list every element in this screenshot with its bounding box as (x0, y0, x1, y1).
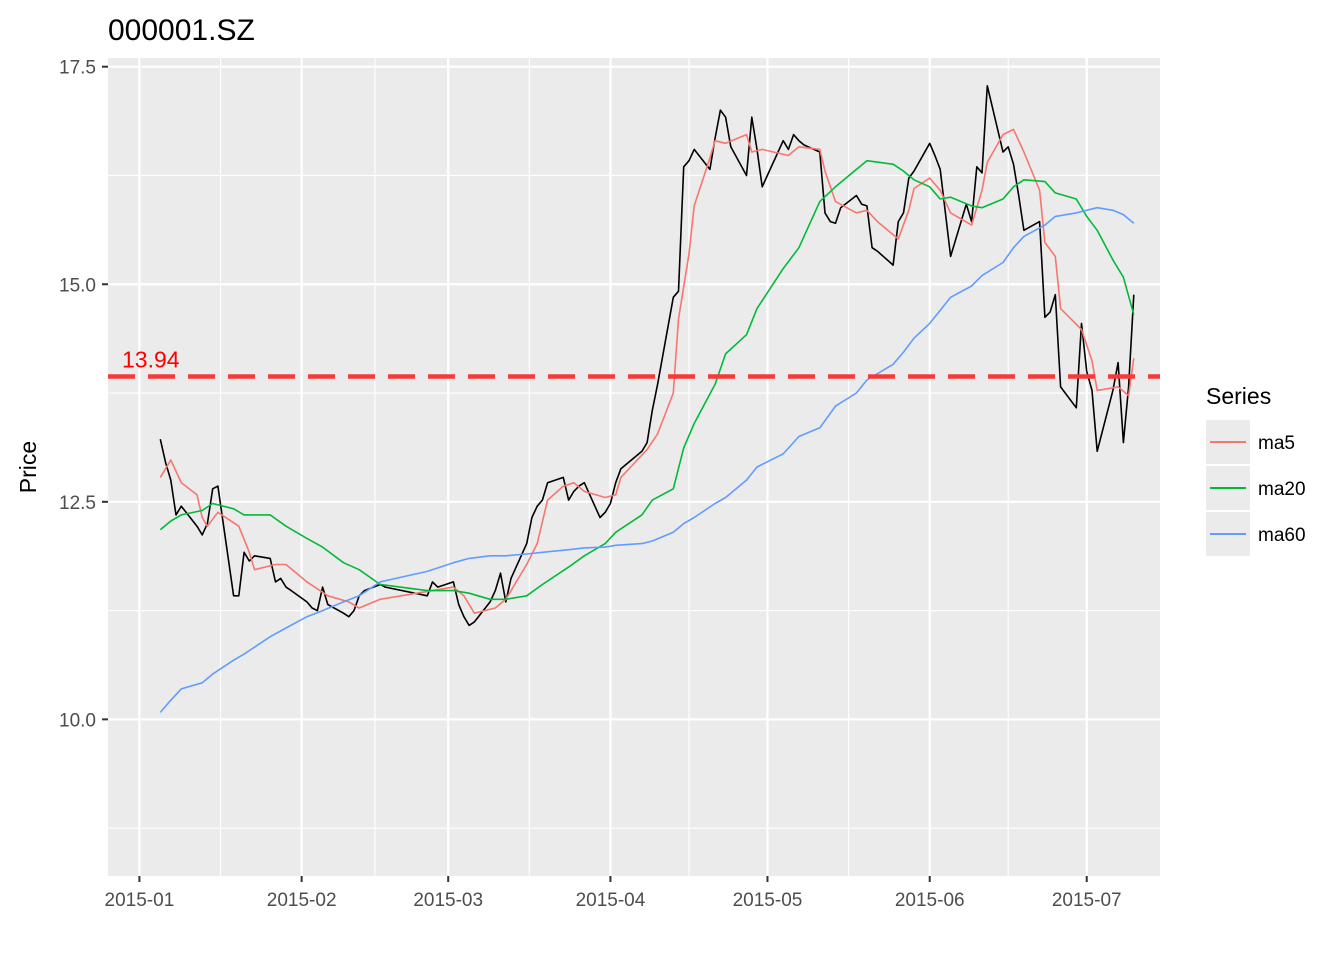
threshold-line-layer: 13.94 (108, 346, 1160, 379)
y-tick-label: 15.0 (59, 275, 96, 296)
x-tick-label: 2015-04 (576, 890, 646, 911)
legend-label-ma5: ma5 (1258, 433, 1295, 454)
series-line-ma20 (159, 159, 1135, 601)
x-tick-label: 2015-02 (267, 890, 337, 911)
x-axis: 2015-01 2015-02 2015-03 2015-04 2015-05 2015-… (105, 876, 1122, 911)
plot-panel (108, 58, 1160, 876)
legend-label-ma60: ma60 (1258, 525, 1306, 546)
grid-minor (108, 58, 1160, 876)
series-line-price (159, 85, 1135, 627)
x-tick-label: 2015-07 (1052, 890, 1122, 911)
x-tick-label: 2015-06 (895, 890, 965, 911)
grid-major (108, 58, 1160, 876)
legend-title: Series (1206, 383, 1271, 409)
x-tick-label: 2015-05 (733, 890, 803, 911)
legend: Series ma5 ma20 ma60 (1206, 383, 1306, 556)
y-axis-title: Price (15, 441, 41, 493)
y-tick-label: 17.5 (59, 58, 96, 79)
x-tick-label: 2015-01 (105, 890, 175, 911)
threshold-label: 13.94 (122, 346, 180, 372)
y-tick-label: 10.0 (59, 710, 96, 731)
series-layer (159, 85, 1135, 713)
chart-title: 000001.SZ (108, 14, 255, 47)
x-tick-label: 2015-03 (413, 890, 483, 911)
series-line-ma5 (159, 128, 1135, 614)
series-line-ma60 (159, 206, 1135, 713)
legend-label-ma20: ma20 (1258, 479, 1306, 500)
y-axis: 10.0 12.5 15.0 17.5 (59, 58, 108, 731)
y-tick-label: 12.5 (59, 493, 96, 514)
